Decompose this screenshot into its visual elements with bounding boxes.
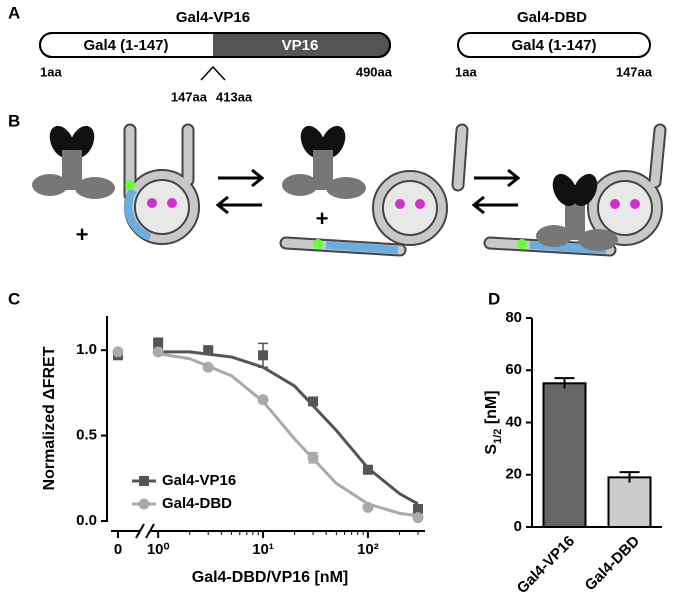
- y-tick-label: 0.5: [76, 427, 97, 444]
- position-label: 1aa: [455, 64, 477, 79]
- legend-label: Gal4-DBD: [162, 495, 232, 512]
- legend-marker: [139, 476, 149, 486]
- construct-bar: [457, 32, 651, 58]
- data-point: [412, 512, 424, 524]
- data-point: [112, 346, 124, 358]
- construct-title: Gal4-DBD: [517, 9, 587, 26]
- y-tick-label: 20: [505, 466, 522, 483]
- data-point: [152, 346, 164, 358]
- panel-label: D: [488, 289, 500, 308]
- y-tick-label: 80: [505, 309, 522, 326]
- data-point: [362, 464, 373, 475]
- bar: [607, 476, 652, 528]
- plus-sign: +: [76, 222, 89, 247]
- dna-hairpin: [123, 123, 200, 245]
- domain-label: Gal4 (1-147): [83, 37, 168, 54]
- x-tick-label: 0: [114, 541, 122, 558]
- y-axis-label-part: S: [483, 444, 500, 455]
- position-label: 1aa: [40, 64, 62, 79]
- bar: [542, 382, 587, 528]
- y-axis-label: S1/2 [nM]: [483, 390, 504, 454]
- protein: [32, 125, 115, 199]
- y-axis-label-part: [nM]: [483, 390, 500, 428]
- position-label: 147aa: [171, 89, 208, 104]
- data-point: [153, 338, 164, 349]
- protein: [282, 125, 366, 199]
- data-point: [203, 345, 214, 356]
- dna-complex: [483, 123, 667, 257]
- x-axis-label: Gal4-DBD/VP16 [nM]: [192, 569, 348, 586]
- y-axis-label-part: 1/2: [492, 429, 504, 444]
- position-label: 147aa: [616, 64, 653, 79]
- dna-open: [279, 123, 469, 257]
- fit-line: [157, 352, 419, 518]
- y-tick-label: 0: [514, 518, 522, 535]
- x-tick-label: 10²: [357, 541, 379, 558]
- construct-bar: [39, 32, 391, 58]
- x-tick-label: Gal4-VP16: [514, 533, 579, 598]
- data-point: [308, 396, 319, 407]
- panel-label: B: [8, 111, 20, 130]
- y-tick-label: 40: [505, 413, 522, 430]
- y-tick-label: 1.0: [76, 341, 97, 358]
- domain-label: VP16: [282, 37, 319, 54]
- axis-break: [135, 523, 155, 539]
- panel-label: A: [8, 3, 20, 22]
- x-tick-label: Gal4-DBD: [582, 532, 644, 594]
- data-point: [362, 501, 374, 513]
- construct-title: Gal4-VP16: [176, 9, 250, 26]
- position-label: 490aa: [356, 64, 393, 79]
- data-point: [257, 394, 269, 406]
- plus-sign: +: [316, 206, 329, 231]
- data-point: [202, 361, 214, 373]
- position-label: 413aa: [216, 89, 253, 104]
- x-tick-label: 10⁰: [147, 541, 170, 558]
- data-point: [412, 504, 423, 515]
- x-tick-label: 10¹: [252, 541, 274, 558]
- equilibrium-arrows: [215, 168, 521, 215]
- domain-label: Gal4 (1-147): [511, 37, 596, 54]
- junction-caret: [200, 65, 226, 81]
- error-bar: [619, 471, 640, 483]
- error-bar: [554, 377, 575, 389]
- y-tick-label: 0.0: [76, 512, 97, 529]
- data-point: [307, 452, 319, 464]
- legend-label: Gal4-VP16: [162, 472, 236, 489]
- y-tick-label: 60: [505, 361, 522, 378]
- data-point: [258, 350, 269, 361]
- legend-marker: [138, 498, 150, 510]
- panel-label: C: [8, 289, 20, 308]
- y-axis-label: Normalized ΔFRET: [41, 346, 58, 490]
